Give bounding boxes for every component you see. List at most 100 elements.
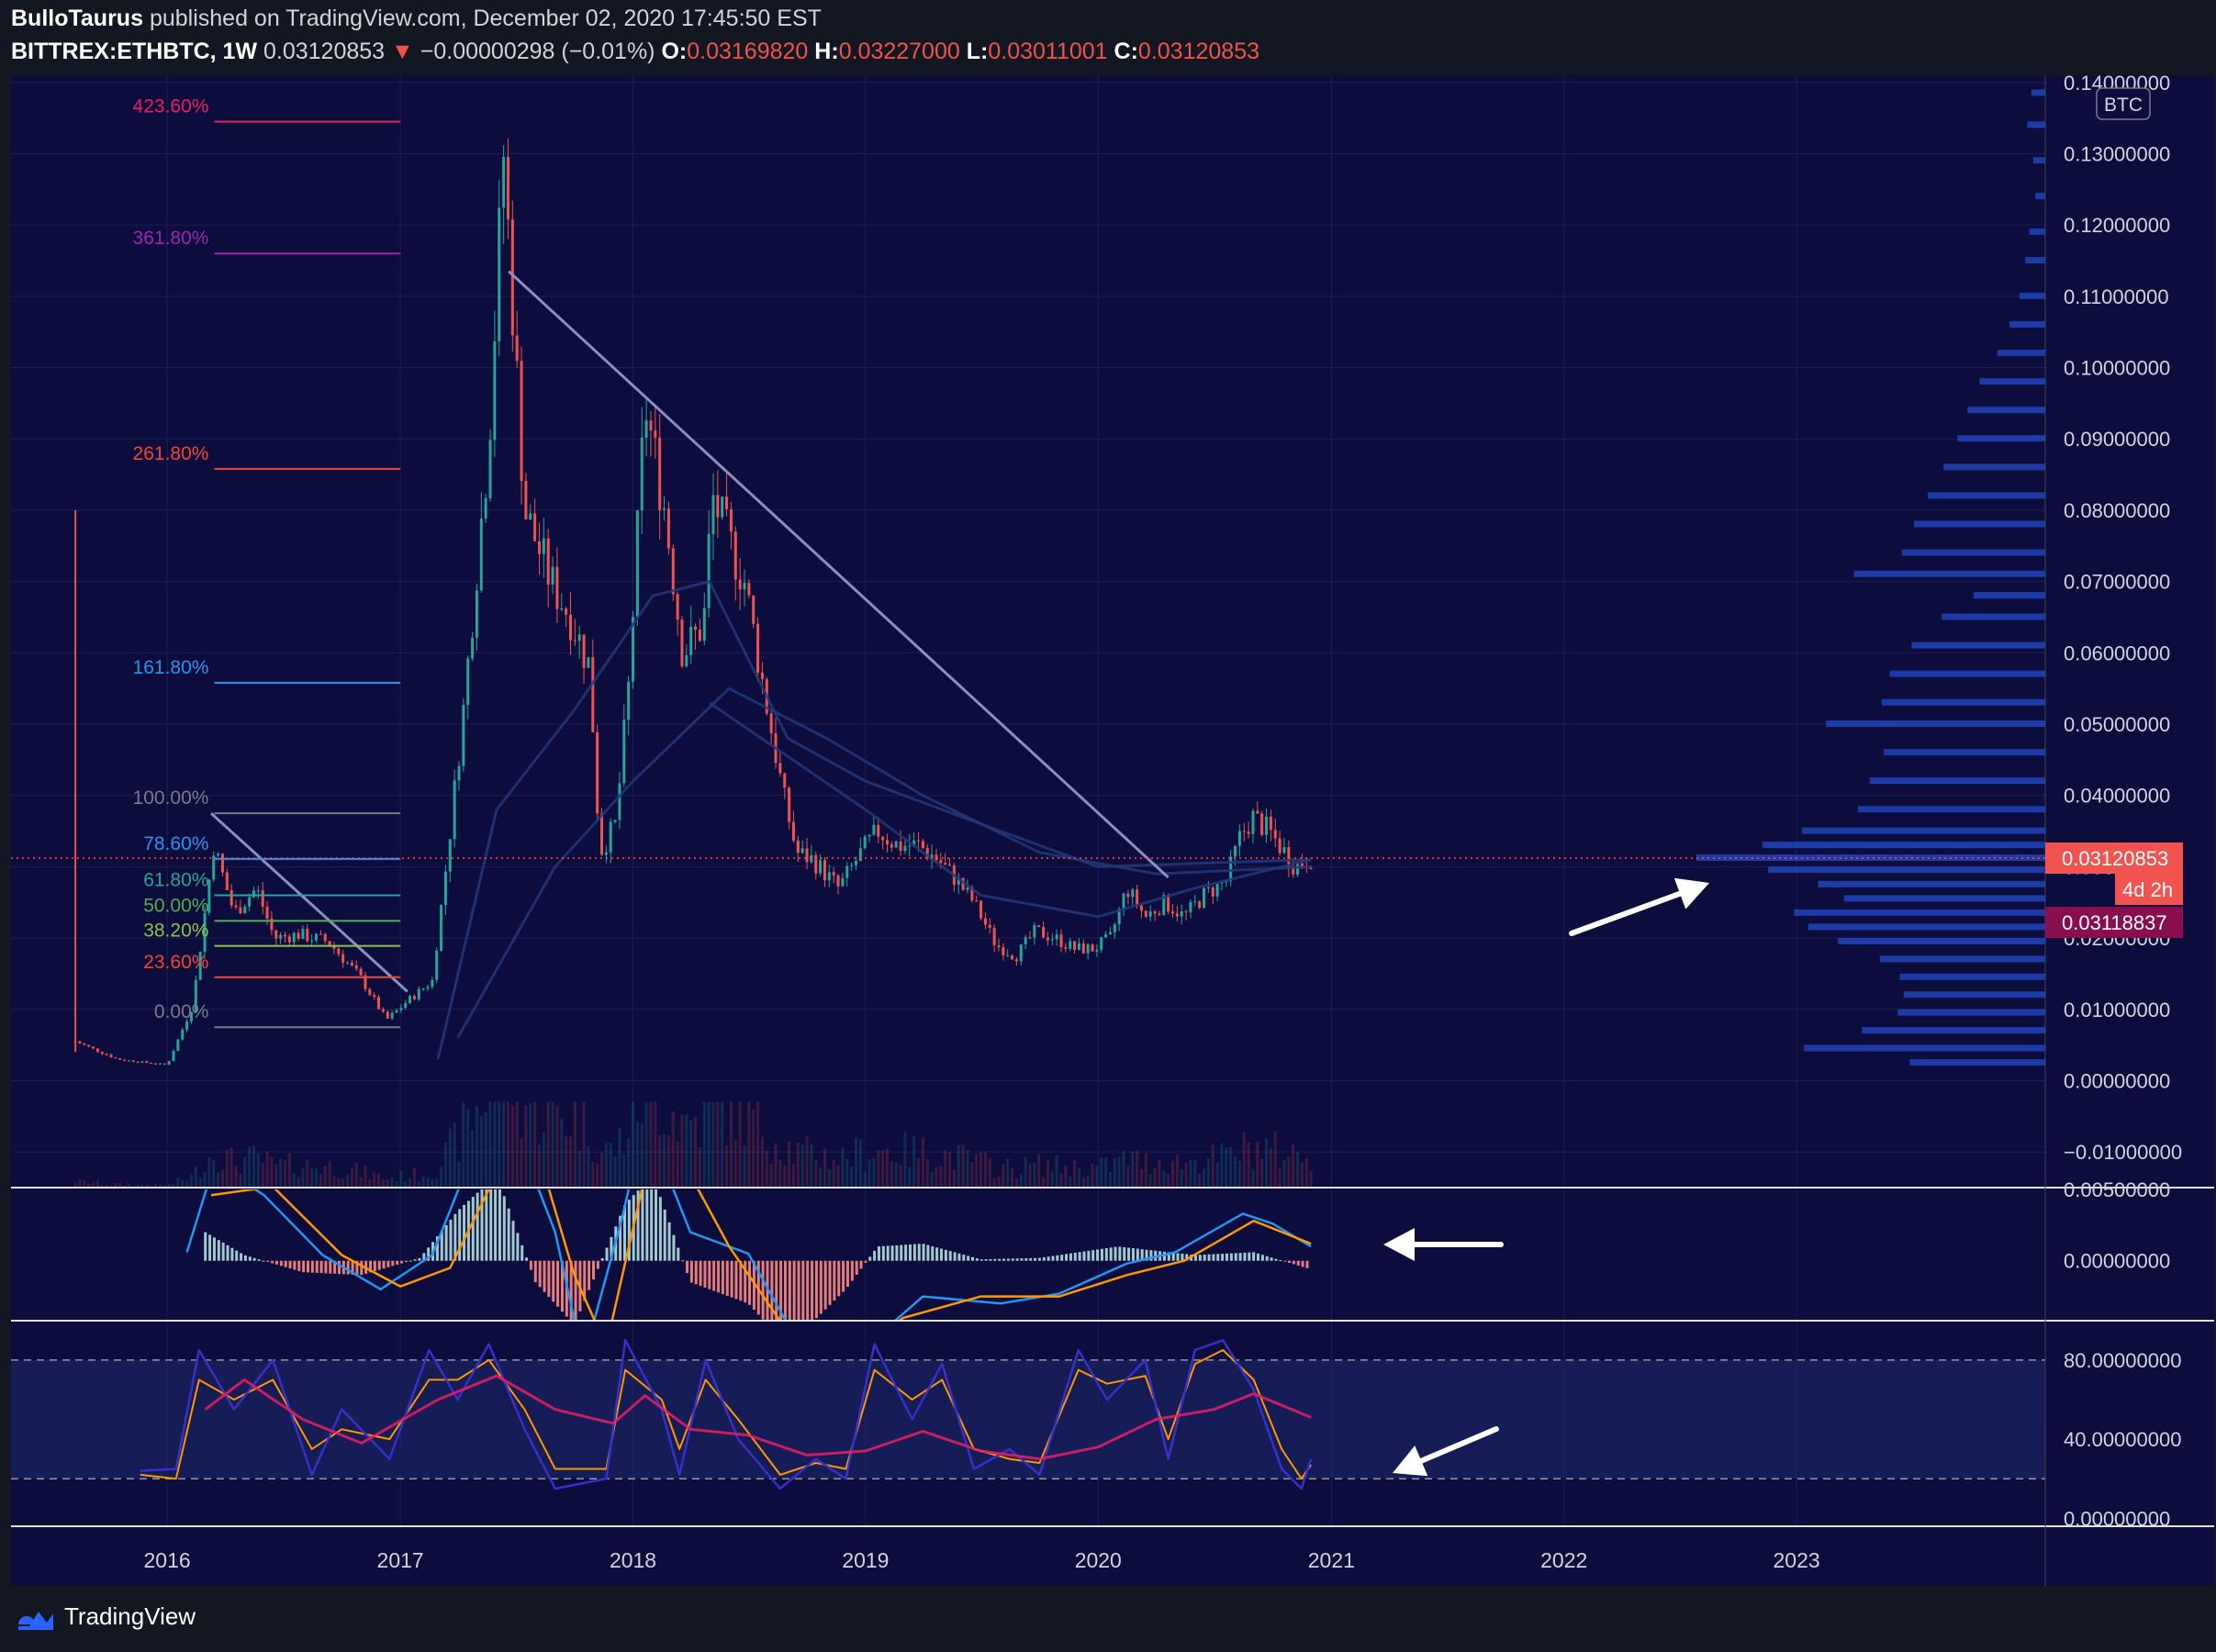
candle-body [881, 836, 885, 841]
macd-histogram-bar [404, 1260, 408, 1263]
x-tick-label: 2023 [1774, 1548, 1820, 1572]
volume-bar [872, 1157, 876, 1188]
x-tick-label: 2021 [1308, 1548, 1355, 1572]
candle-body [435, 950, 439, 980]
volume-bar [162, 1185, 166, 1188]
arrow-stoch [1418, 1426, 1499, 1464]
candle-body [711, 495, 715, 534]
volume-bar [577, 1150, 581, 1188]
volume-bar [105, 1184, 108, 1188]
volume-bar [248, 1146, 252, 1188]
volume-profile-bar [1826, 720, 2045, 727]
volume-bar [1304, 1157, 1308, 1188]
volume-profile-bar [1768, 866, 2045, 874]
price-scale[interactable] [2045, 75, 2214, 1586]
candle-body [796, 840, 800, 854]
candle-body [890, 843, 893, 848]
candle-body [158, 1063, 162, 1065]
author-name[interactable]: BulloTaurus [11, 6, 143, 31]
macd-histogram-bar [480, 1189, 484, 1261]
candle-body [819, 860, 823, 874]
candle-body [212, 855, 216, 880]
candle-body [462, 705, 465, 766]
volume-profile-bar [1838, 937, 2045, 944]
publish-info: published on TradingView.com, December 0… [149, 6, 822, 31]
candle-body [1300, 863, 1304, 867]
macd-histogram-bar [1305, 1260, 1309, 1268]
macd-histogram-bar [1037, 1257, 1041, 1261]
volume-bar [529, 1102, 532, 1188]
candle-body [1153, 911, 1157, 914]
macd-histogram-bar [873, 1250, 877, 1261]
volume-bar [997, 1177, 1001, 1188]
volume-bar [283, 1160, 286, 1188]
volume-bar [613, 1155, 617, 1188]
macd-histogram-bar [975, 1258, 979, 1261]
candle-body [1180, 910, 1183, 917]
volume-bar [78, 1179, 82, 1188]
candle-body [1273, 830, 1277, 839]
volume-profile-bar [1843, 895, 2045, 902]
chart-svg[interactable]: 0.140000000.130000000.120000000.11000000… [11, 72, 2214, 1586]
candle-body [1184, 910, 1188, 912]
candle-body [587, 657, 590, 668]
volume-bar [854, 1137, 857, 1188]
volume-bar [167, 1183, 171, 1188]
volume-bar [1175, 1154, 1179, 1188]
volume-bar [364, 1165, 367, 1188]
tradingview-logo-icon[interactable] [17, 1604, 57, 1635]
volume-bar [123, 1185, 127, 1188]
volume-bar [217, 1172, 220, 1188]
volume-bar [118, 1182, 122, 1188]
volume-bar [203, 1172, 207, 1188]
candle-body [261, 890, 264, 907]
tradingview-brand[interactable]: TradingView [64, 1602, 196, 1630]
volume-bar [498, 1101, 501, 1188]
macd-histogram-bar [984, 1259, 988, 1261]
volume-bar [1309, 1171, 1313, 1188]
volume-bar [306, 1159, 309, 1188]
volume-bar [440, 1166, 443, 1188]
signal-line [210, 1189, 1312, 1321]
volume-bar [395, 1181, 398, 1188]
candle-body [409, 996, 412, 1004]
y-tick-label: 0.11000000 [2064, 285, 2169, 308]
volume-bar [1136, 1150, 1139, 1188]
volume-bar [1278, 1166, 1281, 1188]
macd-histogram-bar [262, 1260, 265, 1262]
chart-area[interactable]: 0.14000000 0.13000000 0.12000000 0.11000000… [11, 72, 2214, 1586]
macd-histogram-bar [288, 1260, 292, 1269]
candle-body [1237, 831, 1241, 846]
macd-histogram-bar [868, 1256, 872, 1261]
volume-bar [1011, 1167, 1014, 1188]
candle-body [966, 887, 969, 890]
candle-body [604, 852, 608, 855]
y-tick-label: 0.06000000 [2064, 642, 2170, 664]
open-value: 0.03169820 [687, 39, 809, 64]
candle-body [105, 1054, 108, 1055]
symbol-label[interactable]: BITTREX:ETHBTC, 1W [11, 39, 258, 64]
macd-histogram-bar [717, 1260, 721, 1293]
candle-body [502, 157, 506, 208]
high-label: H: [814, 39, 839, 64]
volume-bar [479, 1115, 483, 1188]
macd-histogram-bar [596, 1260, 599, 1269]
arrow-volume-profile [1569, 890, 1684, 936]
candle-body [537, 541, 541, 554]
annotations: 423.60% 361.80% 261.80% 161.80% 100.00% 78.60… [11, 87, 2183, 1477]
volume-profile-bar [1862, 1027, 2045, 1034]
candle-body [506, 157, 509, 220]
price-change: −0.00000298 (−0.01%) [420, 39, 655, 64]
macd-histogram-bar [471, 1197, 475, 1261]
macd-histogram-bar [658, 1197, 662, 1261]
macd-histogram-bar [957, 1253, 961, 1261]
volume-bar [350, 1167, 353, 1188]
stoch-y-tick-label: 0.00000000 [2064, 1507, 2170, 1530]
macd-histogram-bar [360, 1260, 364, 1276]
macd-histogram-bar [979, 1259, 983, 1261]
candle-body [373, 995, 376, 998]
candle-body [979, 900, 983, 919]
volume-bar [1162, 1170, 1166, 1188]
candle-body [975, 900, 979, 902]
volume-bar [600, 1152, 604, 1188]
